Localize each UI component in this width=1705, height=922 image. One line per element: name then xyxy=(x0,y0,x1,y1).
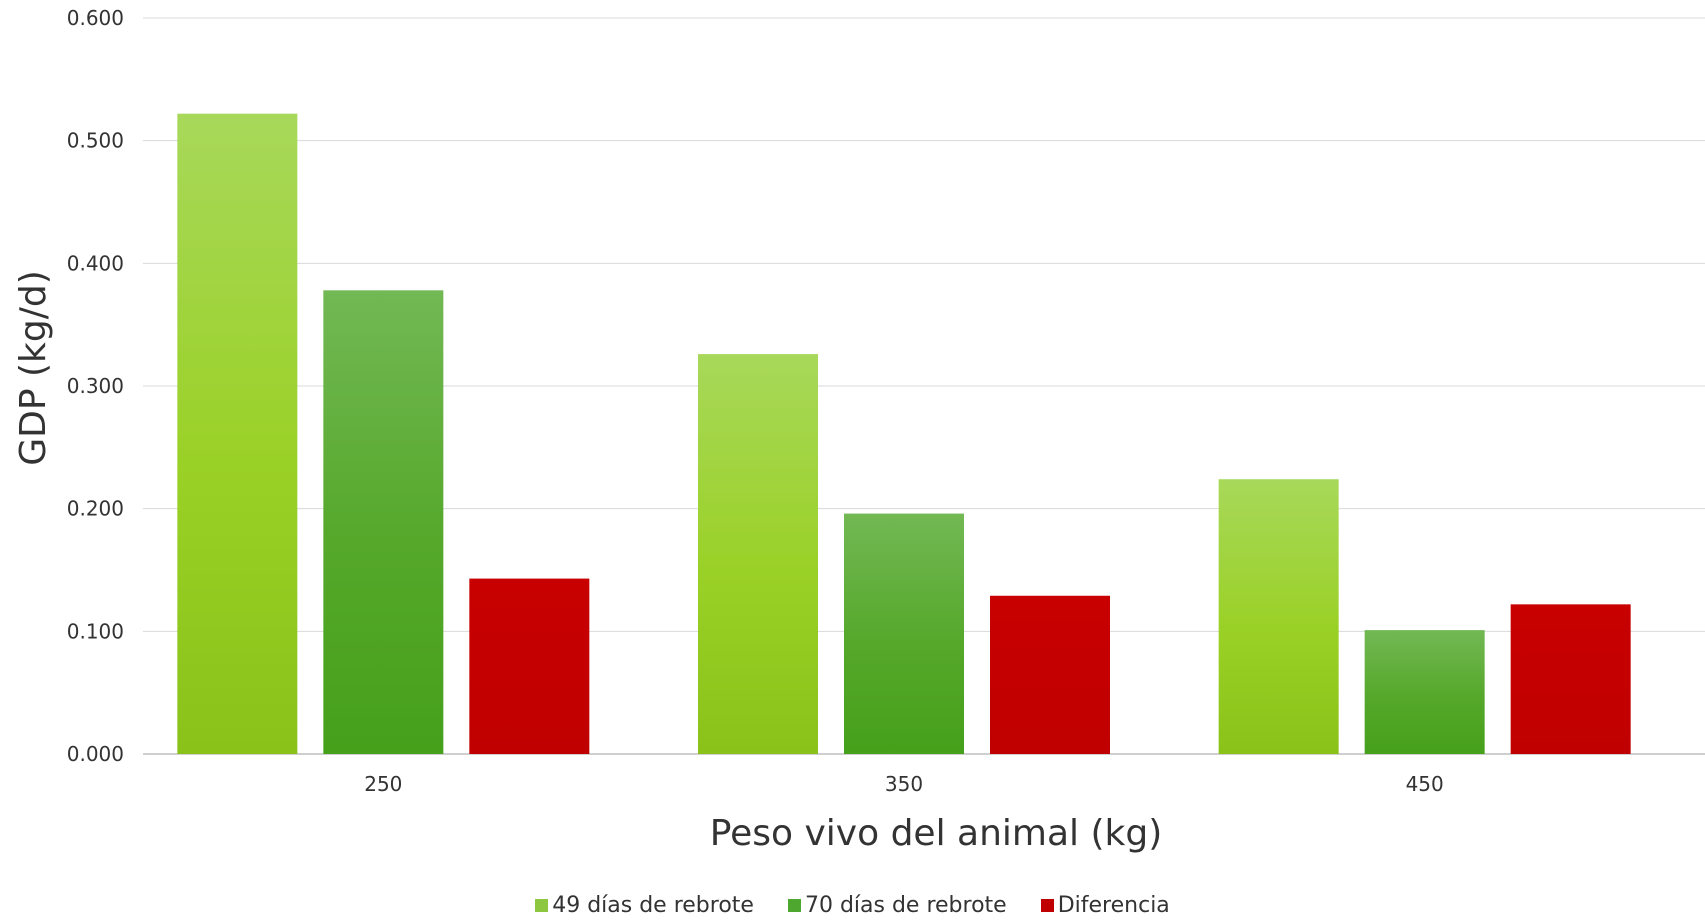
legend-label: 49 días de rebrote xyxy=(552,893,754,918)
y-tick-label: 0.000 xyxy=(67,742,124,766)
legend-item: 49 días de rebrote xyxy=(535,893,754,918)
y-tick-label: 0.300 xyxy=(67,374,124,398)
legend-item: 70 días de rebrote xyxy=(787,893,1007,918)
bar-3-250 xyxy=(469,578,590,754)
legend-item: Diferencia xyxy=(1040,893,1170,918)
legend-swatch xyxy=(787,899,801,912)
x-tick-label: 350 xyxy=(885,772,923,796)
y-tick-label: 0.500 xyxy=(67,129,124,153)
y-axis-title: GDP (kg/d) xyxy=(13,270,54,466)
x-tick-label: 450 xyxy=(1406,772,1444,796)
bar-1-250 xyxy=(177,113,298,755)
bar-1-350 xyxy=(698,354,818,754)
legend-swatch xyxy=(535,899,549,912)
x-tick-label: 250 xyxy=(364,772,402,796)
bar-2-250 xyxy=(323,290,444,754)
y-tick-label: 0.200 xyxy=(67,497,124,521)
bar-1-450 xyxy=(1218,479,1339,754)
bar-2-350 xyxy=(844,513,964,754)
bar-2-450 xyxy=(1364,630,1485,754)
y-tick-label: 0.600 xyxy=(67,6,124,30)
bar-3-450 xyxy=(1510,604,1631,754)
legend-swatch xyxy=(1040,899,1054,912)
y-tick-label: 0.400 xyxy=(67,251,124,275)
legend-label: Diferencia xyxy=(1057,893,1170,918)
legend: 49 días de rebrote 70 días de rebrote Dife… xyxy=(0,893,1705,918)
bar-3-350 xyxy=(990,595,1110,754)
legend-label: 70 días de rebrote xyxy=(804,893,1007,918)
y-tick-label: 0.100 xyxy=(67,619,124,643)
bar-chart: 0.000 0.100 0.200 0.300 0.400 0.500 0.600 250 3… xyxy=(13,6,1705,854)
x-axis-title: Peso vivo del animal (kg) xyxy=(710,813,1163,854)
